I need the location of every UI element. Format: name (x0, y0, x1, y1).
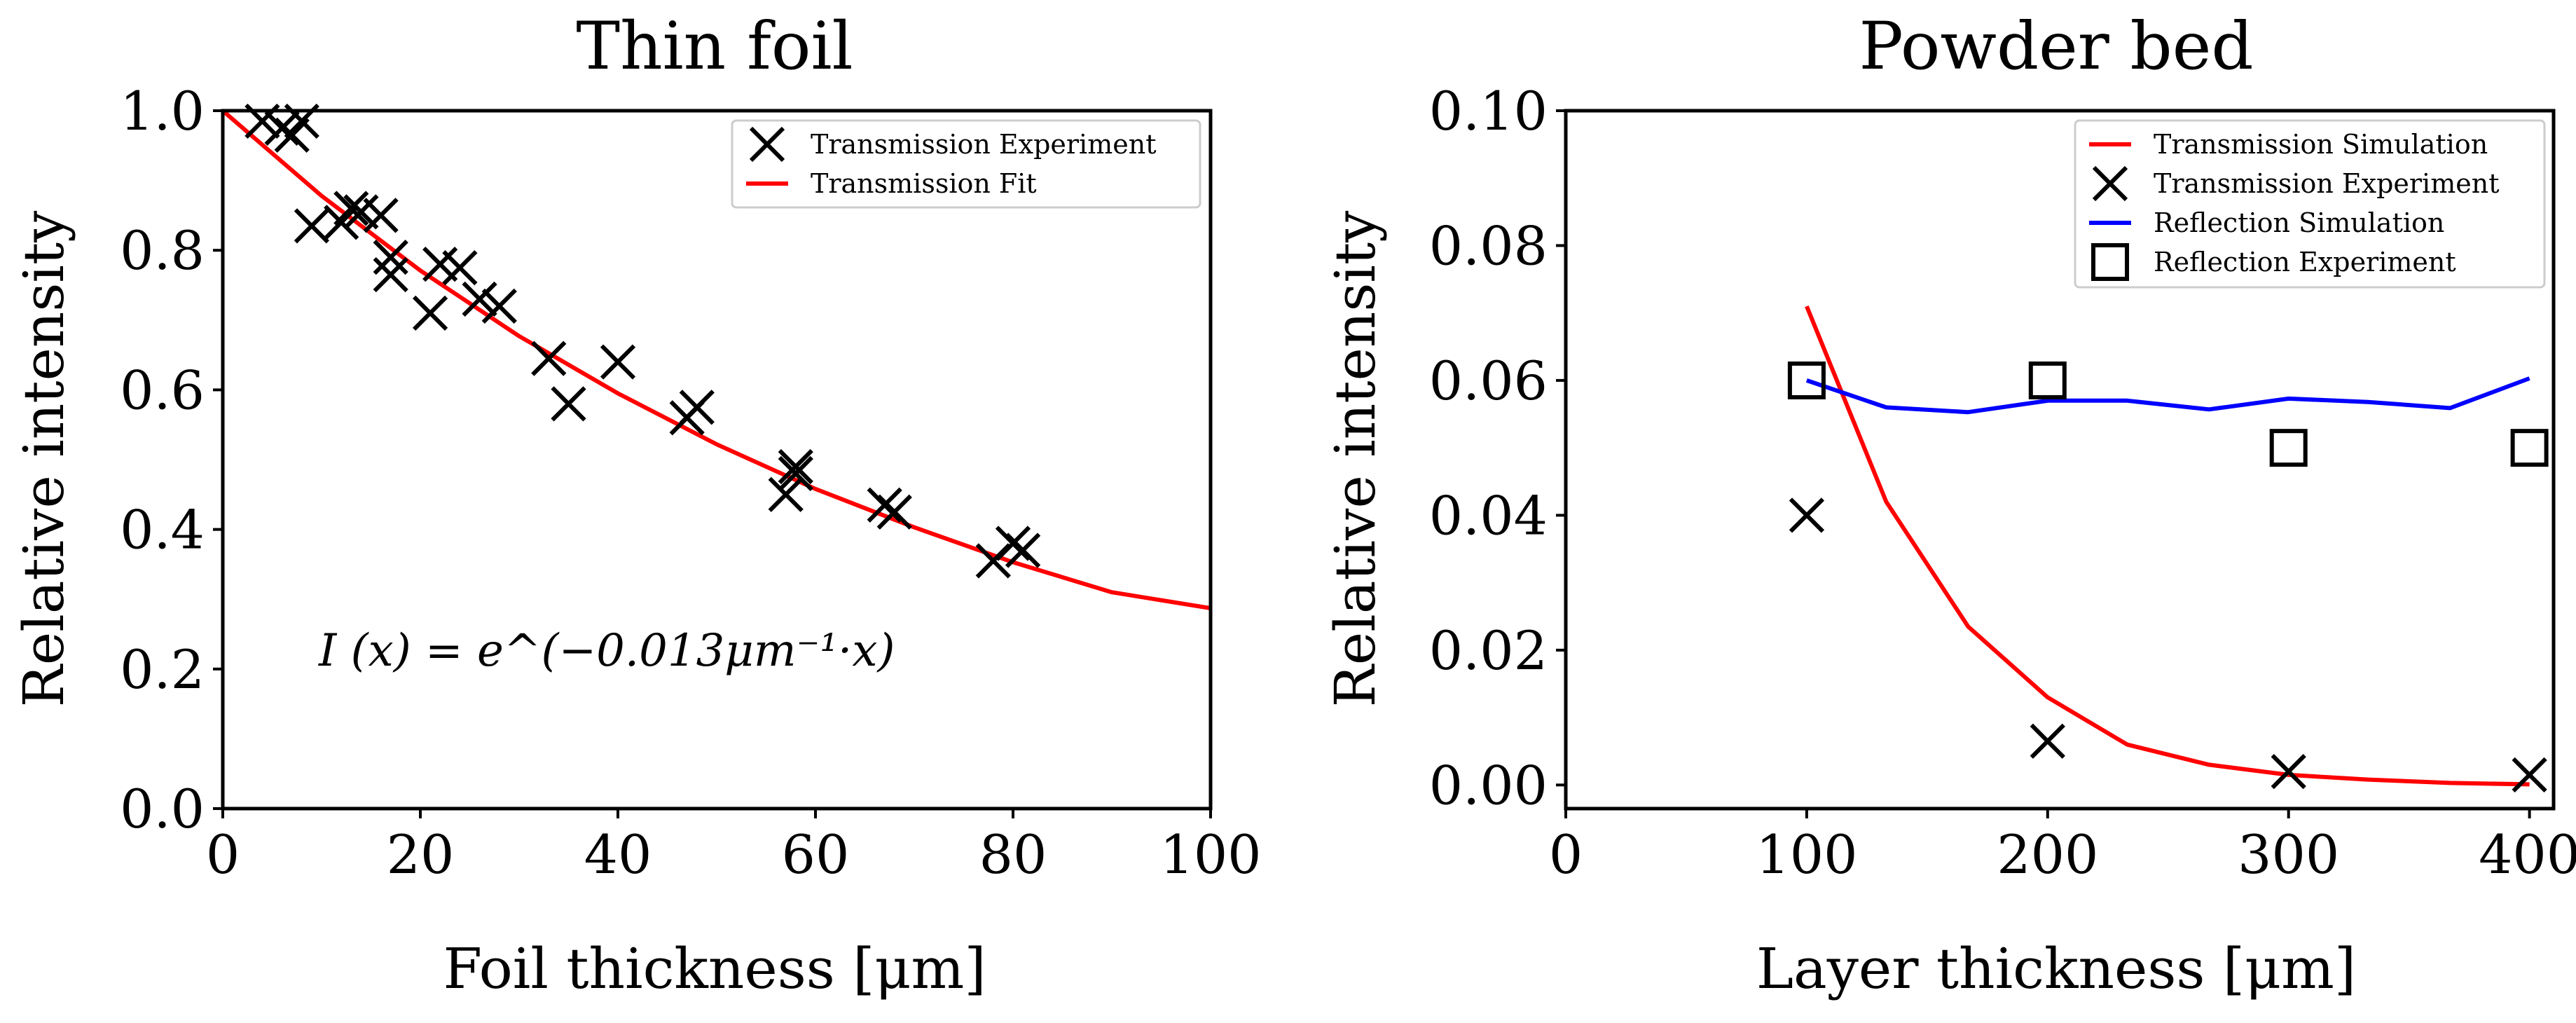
data-point-x (2512, 757, 2547, 793)
axis-ticks: 0 20 40 60 80 100 0.0 0.2 0.4 0.6 0.8 1.0 (120, 80, 1261, 886)
x-tick-label: 300 (2238, 823, 2339, 886)
data-point-x (412, 295, 448, 331)
plot-marks (223, 103, 1211, 611)
data-point-x (442, 249, 478, 286)
data-point-square (2269, 429, 2308, 467)
thin-foil-panel: Thin foil Relative intensity Foil thickn… (11, 8, 1262, 1001)
data-point-x (294, 208, 330, 244)
legend-item: Transmission Simulation (2089, 129, 2488, 160)
x-tick-label: 100 (1756, 823, 1857, 886)
data-point-x (531, 341, 567, 376)
data-layer (223, 111, 1211, 611)
x-tick-label: 80 (979, 823, 1047, 886)
data-point-x (679, 390, 715, 425)
x-tick-label: 20 (387, 823, 455, 886)
data-point-square (1787, 361, 1826, 399)
y-tick-label: 0.4 (120, 499, 205, 561)
plot-marks (1787, 305, 2549, 793)
data-point-x (876, 494, 912, 530)
y-tick-label: 0.10 (1429, 80, 1548, 142)
x-axis-label: Layer thickness [μm] (1756, 936, 2356, 1001)
x-tick-label: 40 (584, 823, 652, 886)
x-tick-label: 60 (782, 823, 850, 886)
x-tick-label: 0 (206, 823, 240, 886)
legend: Transmission Simulation Transmission Expe… (2074, 119, 2546, 289)
series-line (1805, 376, 2530, 415)
legend-x-swatch (2092, 165, 2128, 202)
data-point-x (778, 455, 813, 492)
x-tick-label: 100 (1159, 823, 1261, 886)
data-point-x (363, 198, 399, 233)
data-point-x (373, 240, 408, 275)
fit-equation: I (x) = e^(−0.013μm⁻¹·x) (318, 625, 895, 677)
data-point-x (462, 281, 497, 317)
legend-item: Reflection Simulation (2089, 207, 2444, 238)
chart-title: Powder bed (1859, 8, 2253, 85)
data-point-x (333, 191, 369, 226)
legend-label: Transmission Simulation (2154, 129, 2488, 160)
series-line (223, 111, 1211, 611)
powder-bed-panel: Powder bed Relative intensity Layer thic… (1323, 8, 2576, 1001)
legend-item: Transmission Experiment (749, 126, 1156, 163)
data-point-square (2028, 361, 2067, 399)
data-point-x (768, 476, 804, 512)
x-axis-label: Foil thickness [μm] (443, 936, 986, 1001)
legend-item: Reflection Experiment (2091, 243, 2456, 281)
axis-ticks: 0 100 200 300 400 0.00 0.02 0.04 0.06 0.08 0.10 (1429, 80, 2576, 886)
legend-box (731, 119, 1201, 209)
series-line (1805, 305, 2530, 787)
data-point-x (600, 344, 636, 380)
y-axis-label: Relative intensity (11, 211, 76, 708)
legend-item: Transmission Fit (746, 168, 1037, 199)
data-point-x (2271, 753, 2306, 790)
y-tick-label: 1.0 (120, 80, 205, 142)
x-tick-label: 400 (2479, 823, 2576, 886)
y-axis-label: Relative intensity (1323, 211, 1388, 708)
legend-label: Transmission Experiment (2154, 168, 2499, 199)
y-tick-label: 0.6 (120, 359, 205, 421)
legend-item: Transmission Experiment (2092, 165, 2499, 202)
data-point-x (1005, 533, 1041, 568)
data-point-x (778, 448, 813, 485)
legend-label: Reflection Simulation (2154, 207, 2444, 238)
x-tick-label: 200 (1997, 823, 2098, 886)
data-point-square (2510, 429, 2549, 467)
y-tick-label: 0.04 (1429, 484, 1548, 547)
legend-label: Reflection Experiment (2154, 247, 2456, 277)
legend: Transmission Experiment Transmission Fit (731, 119, 1201, 209)
legend-x-swatch (749, 126, 785, 163)
y-tick-label: 0.2 (120, 638, 205, 701)
data-point-x (2030, 723, 2065, 759)
plot-frame (221, 109, 1213, 811)
legend-label: Transmission Experiment (811, 129, 1156, 160)
legend-box (2074, 119, 2546, 289)
y-tick-label: 0.00 (1429, 754, 1548, 816)
legend-square-swatch (2091, 243, 2129, 281)
x-tick-label: 0 (1549, 823, 1583, 886)
y-tick-label: 0.0 (120, 778, 205, 840)
data-point-x (1789, 497, 1825, 533)
plot-frame (1564, 109, 2556, 811)
y-tick-label: 0.06 (1429, 350, 1548, 412)
data-point-x (481, 288, 517, 324)
y-tick-label: 0.8 (120, 219, 205, 282)
legend-label: Transmission Fit (811, 168, 1037, 199)
data-point-x (551, 386, 586, 422)
data-point-x (373, 256, 408, 293)
y-tick-label: 0.02 (1429, 619, 1548, 682)
y-tick-label: 0.08 (1429, 214, 1548, 277)
chart-title: Thin foil (576, 8, 853, 85)
data-layer (1805, 305, 2530, 787)
